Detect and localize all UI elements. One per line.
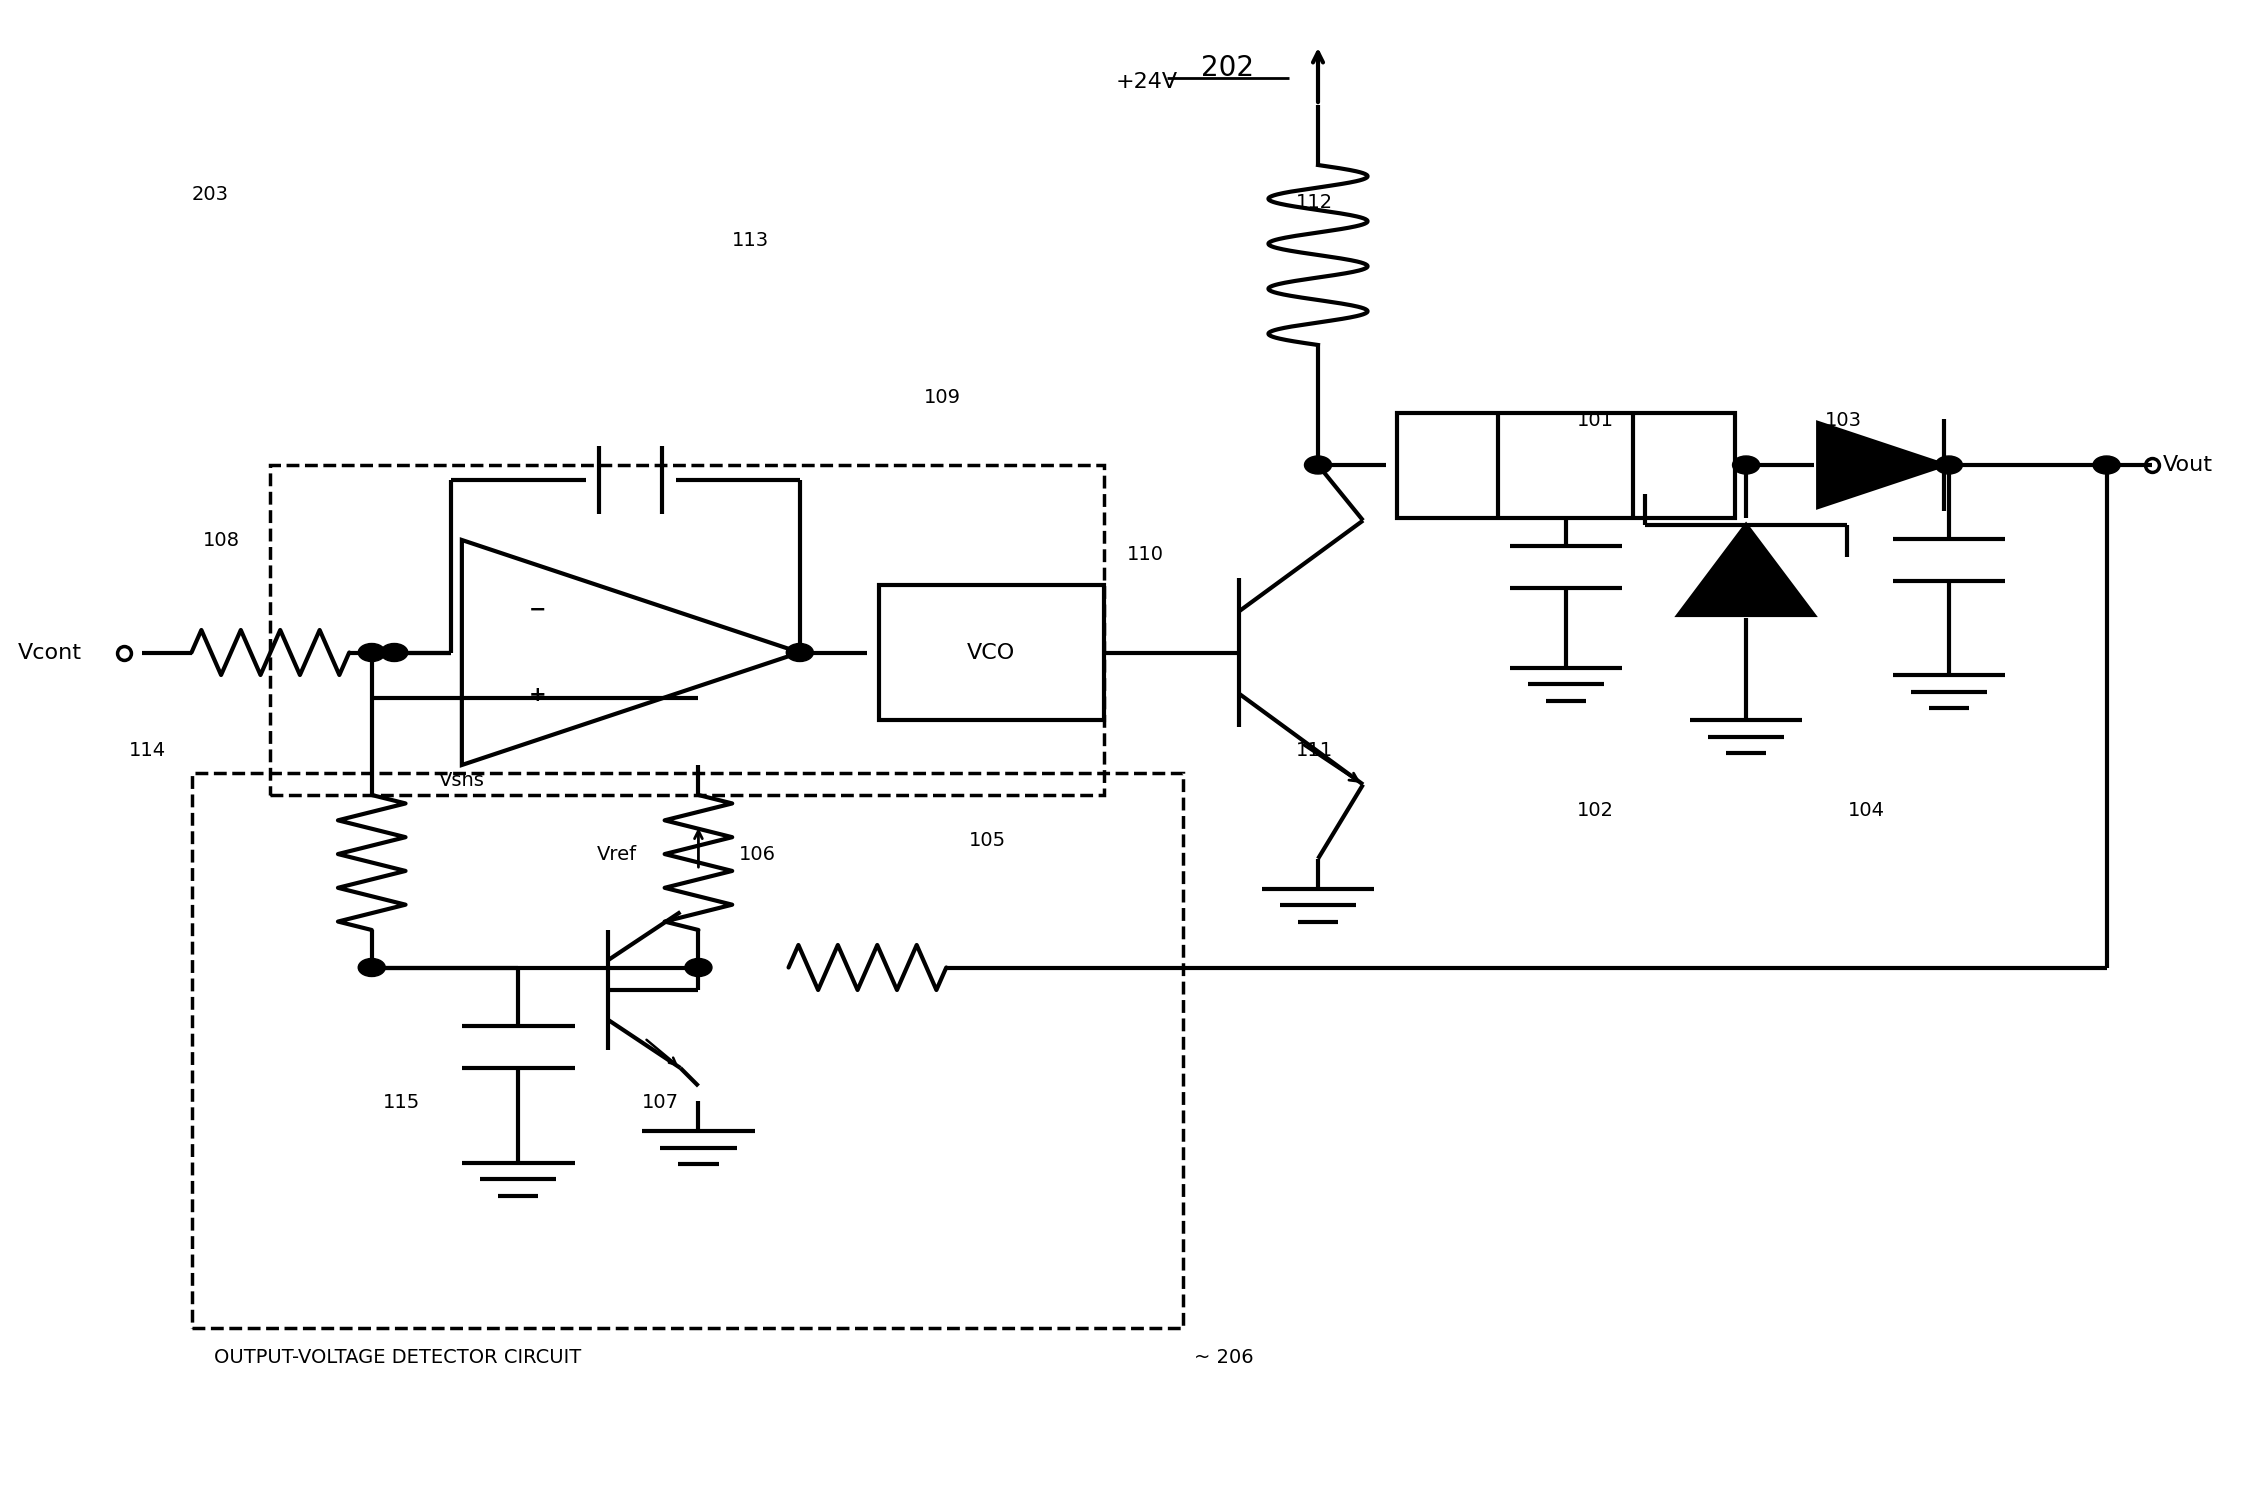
Text: Vcont: Vcont <box>18 642 81 663</box>
Text: Vsns: Vsns <box>439 771 484 789</box>
Text: Vout: Vout <box>2163 454 2212 476</box>
Text: 112: 112 <box>1295 194 1332 211</box>
Bar <box>1397 413 1735 518</box>
Circle shape <box>381 644 408 662</box>
Text: 114: 114 <box>128 741 164 759</box>
Text: 107: 107 <box>642 1094 678 1112</box>
Text: 104: 104 <box>1847 801 1884 819</box>
Text: +: + <box>529 686 547 705</box>
Text: 108: 108 <box>203 531 239 549</box>
Text: 203: 203 <box>192 186 228 204</box>
Circle shape <box>1935 456 1962 474</box>
Polygon shape <box>1678 525 1814 615</box>
Circle shape <box>2093 456 2120 474</box>
Text: 110: 110 <box>1126 546 1163 564</box>
Text: OUTPUT-VOLTAGE DETECTOR CIRCUIT: OUTPUT-VOLTAGE DETECTOR CIRCUIT <box>214 1348 581 1366</box>
Polygon shape <box>1818 423 1944 507</box>
Circle shape <box>358 958 385 976</box>
Text: 109: 109 <box>924 388 960 406</box>
Text: 111: 111 <box>1295 741 1332 759</box>
Circle shape <box>358 644 385 662</box>
Text: ~ 206: ~ 206 <box>1194 1348 1253 1366</box>
Circle shape <box>1304 456 1332 474</box>
Text: 103: 103 <box>1825 411 1861 429</box>
Text: 113: 113 <box>732 231 768 249</box>
Text: 101: 101 <box>1577 411 1613 429</box>
Text: 105: 105 <box>969 831 1005 849</box>
Text: 102: 102 <box>1577 801 1613 819</box>
Circle shape <box>685 958 712 976</box>
Circle shape <box>786 644 813 662</box>
Text: 202: 202 <box>1201 54 1255 81</box>
Bar <box>879 585 1104 720</box>
Circle shape <box>1733 456 1760 474</box>
Text: 106: 106 <box>739 846 775 864</box>
Text: 115: 115 <box>383 1094 421 1112</box>
Text: −: − <box>529 600 547 619</box>
Text: VCO: VCO <box>967 642 1016 663</box>
Text: Vref: Vref <box>597 846 638 864</box>
Text: +24V: +24V <box>1115 72 1178 93</box>
